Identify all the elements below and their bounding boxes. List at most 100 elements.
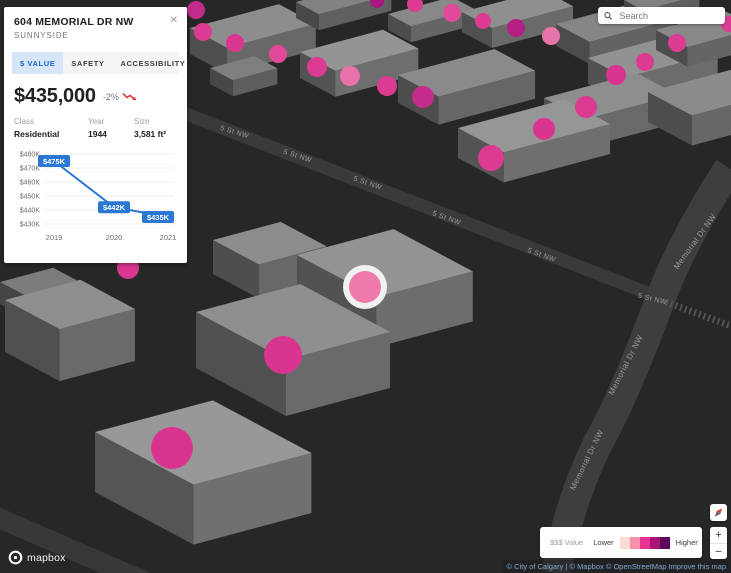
legend-higher-label: Higher [675,538,698,547]
building-face [335,48,419,97]
stat-class-value: Residential [14,129,60,139]
building-face [503,123,611,183]
close-icon[interactable]: ✕ [169,15,178,26]
chart-x-tick: 2019 [46,233,63,242]
stat-class: Class Residential [14,117,88,139]
building-face [692,105,731,146]
stat-year-value: 1944 [88,129,107,139]
property-marker[interactable] [507,19,525,37]
stat-size: Size 3,581 ft² [134,117,177,139]
chart-point-label: $435K [147,213,170,222]
property-marker[interactable] [542,27,560,45]
building-roof [5,279,135,330]
compass-icon [714,508,723,517]
property-marker[interactable] [269,45,287,63]
property-marker[interactable] [478,145,504,171]
value-history-chart: $480K $470K $460K $450K $440K $430K $475K $442K… [8,144,187,251]
mapbox-icon [8,550,23,565]
building-roof [624,0,682,11]
zoom-in-button[interactable]: + [710,527,727,543]
property-marker[interactable] [264,336,302,374]
chart-point-badge[interactable] [38,155,70,167]
building-face [462,12,492,48]
property-marker[interactable] [307,57,327,77]
building-roof [0,267,89,301]
tab-value[interactable]: $ VALUE [12,52,64,74]
property-marker[interactable] [340,66,360,86]
building-face [318,0,392,31]
building-roof [196,284,391,360]
selected-property-marker[interactable] [349,271,381,303]
building-face [438,70,536,125]
property-marker[interactable] [226,34,244,52]
markers-layer [117,0,731,469]
building-roof [190,4,316,48]
mapbox-logo-text: mapbox [27,551,66,564]
legend-swatch [649,536,660,549]
search-icon [604,11,613,20]
building-face [556,24,590,64]
building-face [59,308,135,382]
search-input[interactable] [617,9,719,22]
mapbox-logo[interactable]: mapbox [8,550,66,565]
building-face [388,14,411,43]
attribution-text[interactable]: © City of Calgary | © Mapbox © OpenStree… [506,562,726,571]
property-marker[interactable] [412,86,434,108]
legend-swatch [629,536,640,549]
building-roof [213,221,327,265]
property-marker[interactable] [370,0,384,8]
legend-swatch [639,536,650,549]
chart-y-tick: $460K [20,180,41,187]
search-box[interactable] [598,7,725,24]
chart-point-badge[interactable] [142,211,174,223]
property-marker[interactable] [194,23,212,41]
compass-reset-button[interactable] [710,504,727,521]
chart-y-tick: $450K [20,194,41,201]
trend-down-icon [122,92,138,102]
chart-point-label: $442K [103,203,126,212]
road-bottom-left [0,507,151,573]
property-marker[interactable] [443,4,461,22]
tab-accessibility[interactable]: ACCESSIBILITY [113,52,194,74]
chart-x-tick: 2020 [106,233,123,242]
property-marker[interactable] [475,13,491,29]
chart-point-badge[interactable] [98,201,130,214]
chart-x-tick: 2021 [160,233,177,242]
chart-y-tick: $470K [20,166,41,173]
property-marker[interactable] [151,427,193,469]
property-card: 604 MEMORIAL DR NW SUNNYSIDE ✕ $ VALUE S… [4,7,187,263]
building-face [376,271,473,348]
stat-size-value: 3,581 ft² [134,129,167,139]
property-marker[interactable] [533,118,555,140]
property-address: 604 MEMORIAL DR NW [14,16,134,28]
building-face [491,6,574,48]
legend-gradient [619,536,670,549]
property-marker[interactable] [377,76,397,96]
road-5-st-nw [137,89,666,306]
building-face [95,432,194,545]
property-marker[interactable] [636,53,654,71]
building-face [193,453,312,545]
property-marker[interactable] [606,65,626,85]
road-memorial-dr-nw [541,159,731,573]
property-stats: Class Residential Year 1944 Size 3,581 f… [4,108,187,139]
building-roof [95,400,312,485]
building-face [296,2,319,31]
value-row: $435,000 -2% [4,74,187,108]
legend-title: $$$ Value [550,538,584,547]
legend-swatch [659,536,670,549]
tab-safety[interactable]: SAFETY [63,52,112,74]
property-marker[interactable] [187,1,205,19]
property-marker[interactable] [575,96,597,118]
chart-point-label: $475K [43,157,66,166]
property-marker[interactable] [668,34,686,52]
property-card-header: 604 MEMORIAL DR NW SUNNYSIDE ✕ [4,7,187,41]
value-legend: $$$ Value Lower Higher [540,527,702,558]
building-face [196,312,286,416]
building-roof [210,56,278,81]
zoom-out-button[interactable]: − [710,543,727,559]
property-marker[interactable] [407,0,423,12]
building-face [285,331,391,416]
legend-swatch [619,536,630,549]
